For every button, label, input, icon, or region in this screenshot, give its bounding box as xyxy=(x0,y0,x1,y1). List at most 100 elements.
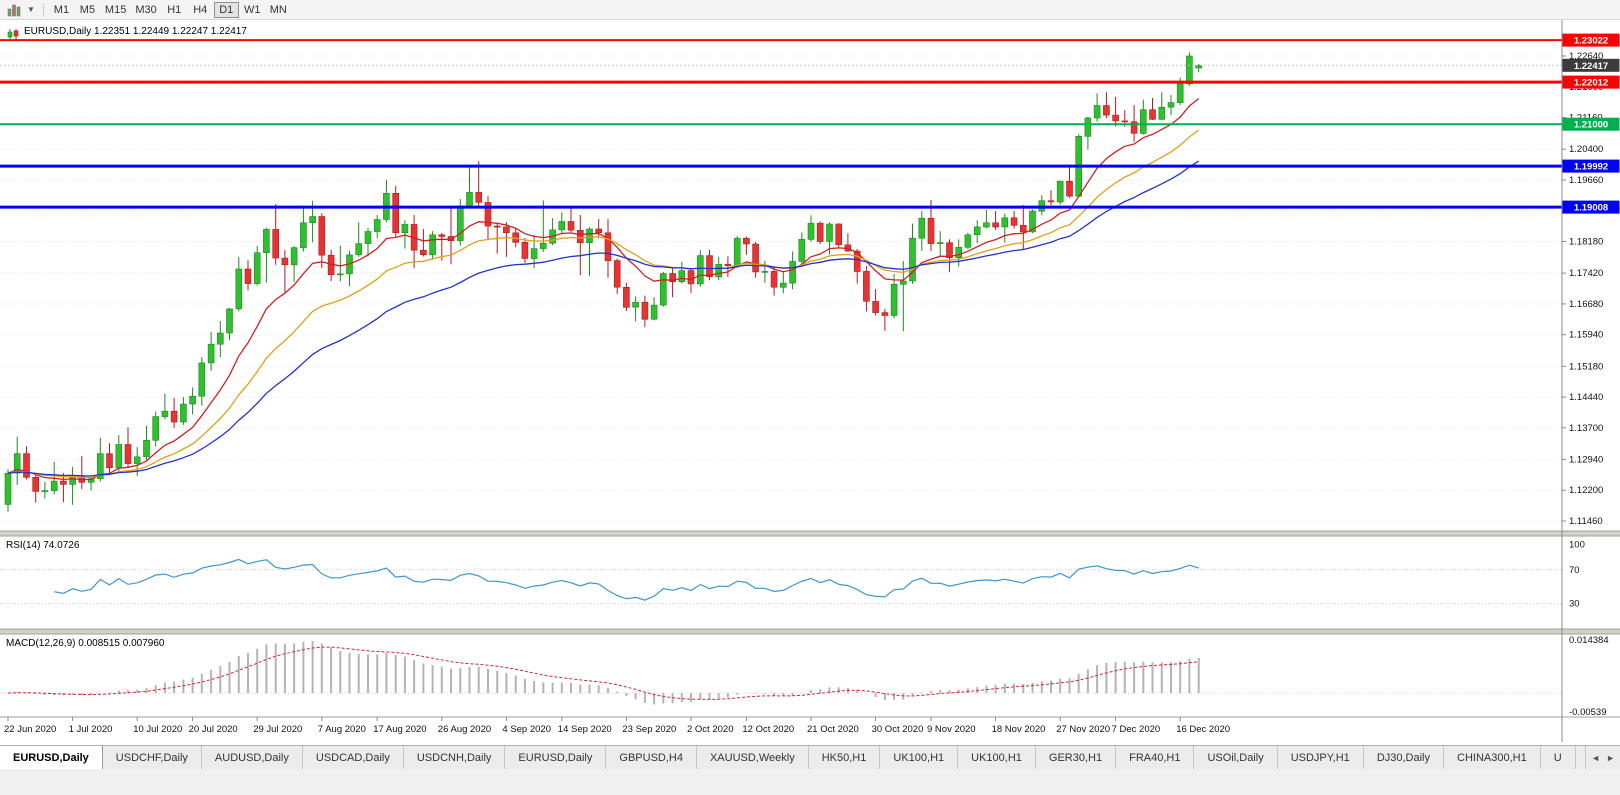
chart-tab-usdcnh-daily[interactable]: USDCNH,Daily xyxy=(403,746,506,769)
svg-text:9 Nov 2020: 9 Nov 2020 xyxy=(927,724,976,735)
svg-text:30: 30 xyxy=(1569,599,1580,610)
timeframe-button-w1[interactable]: W1 xyxy=(243,3,261,16)
chart-dropdown-caret-icon[interactable]: ▼ xyxy=(27,5,35,14)
svg-text:1.11460: 1.11460 xyxy=(1569,516,1603,527)
chart-tab-hk50-h1[interactable]: HK50,H1 xyxy=(808,746,881,769)
timeframe-button-h1[interactable]: H1 xyxy=(167,3,182,16)
timeframe-button-m30[interactable]: M30 xyxy=(135,3,157,16)
svg-text:10 Jul 2020: 10 Jul 2020 xyxy=(133,724,182,735)
ma-slow-line xyxy=(7,160,1200,477)
timeframe-button-m15[interactable]: M15 xyxy=(104,3,127,16)
rsi-pane xyxy=(0,558,1562,605)
pane-splitters[interactable] xyxy=(0,530,1620,718)
price-badge-1.19992: 1.19992 xyxy=(1562,159,1620,173)
svg-text:1.23022: 1.23022 xyxy=(1574,36,1608,47)
svg-text:27 Nov 2020: 27 Nov 2020 xyxy=(1056,724,1110,735)
timeframe-button-m5[interactable]: M5 xyxy=(79,3,96,16)
timeframe-button-d1[interactable]: D1 xyxy=(213,1,239,18)
svg-text:30 Oct 2020: 30 Oct 2020 xyxy=(872,724,924,735)
price-grid xyxy=(0,55,1562,522)
svg-text:100: 100 xyxy=(1569,540,1585,551)
timeframe-toolbar: M1 M5 M15 M30 H1 H4 D1 W1 MN xyxy=(49,1,291,18)
svg-text:1.16680: 1.16680 xyxy=(1569,299,1603,310)
svg-text:17 Aug 2020: 17 Aug 2020 xyxy=(373,724,426,735)
chart-icon[interactable] xyxy=(4,3,24,17)
rsi-indicator-label: RSI(14) 74.0726 xyxy=(6,540,80,551)
date-axis: 22 Jun 2020 1 Jul 2020 10 Jul 2020 20 Jul 2… xyxy=(4,717,1230,735)
ma-fast-line xyxy=(7,98,1200,481)
chart-window[interactable]: 1.226401.219001.211601.204001.196601.189… xyxy=(0,20,1620,745)
chart-tab-eurusd-daily[interactable]: EURUSD,Daily xyxy=(505,746,607,769)
chart-tab-gbpusd-h4[interactable]: GBPUSD,H4 xyxy=(606,746,697,769)
svg-text:1.22417: 1.22417 xyxy=(1574,61,1608,72)
timeframe-button-m1[interactable]: M1 xyxy=(53,3,70,16)
chart-tab-fra40-h1[interactable]: FRA40,H1 xyxy=(1116,746,1195,769)
chart-tab-dj30-daily[interactable]: DJ30,Daily xyxy=(1363,746,1444,769)
tab-scroll-right-icon[interactable]: ► xyxy=(1606,752,1615,763)
svg-text:20 Jul 2020: 20 Jul 2020 xyxy=(189,724,238,735)
svg-text:70: 70 xyxy=(1569,565,1580,576)
chart-title: EURUSD,Daily 1.22351 1.22449 1.22247 1.2… xyxy=(24,26,247,37)
svg-text:7 Aug 2020: 7 Aug 2020 xyxy=(318,724,366,735)
svg-text:22 Jun 2020: 22 Jun 2020 xyxy=(4,724,56,735)
timeframe-button-h4[interactable]: H4 xyxy=(193,3,208,16)
candles-layer xyxy=(4,52,1202,512)
chart-tab-usdchf-daily[interactable]: USDCHF,Daily xyxy=(102,746,202,769)
svg-text:1.22640: 1.22640 xyxy=(1569,51,1603,62)
svg-text:-0.00539: -0.00539 xyxy=(1569,707,1607,718)
svg-text:1.13700: 1.13700 xyxy=(1569,423,1603,434)
svg-text:1.19660: 1.19660 xyxy=(1569,175,1603,186)
svg-text:1.18180: 1.18180 xyxy=(1569,237,1603,248)
svg-text:7 Dec 2020: 7 Dec 2020 xyxy=(1112,724,1161,735)
current-price-badge: 1.22417 xyxy=(1562,58,1620,72)
chart-tab-xauusd-weekly[interactable]: XAUUSD,Weekly xyxy=(696,746,809,769)
toolbar-separator xyxy=(42,2,44,17)
chart-symbol-icon xyxy=(7,27,19,45)
toolbar: ▼ M1 M5 M15 M30 H1 H4 D1 W1 MN xyxy=(0,0,1620,20)
chart-tab-ger30-h1[interactable]: GER30,H1 xyxy=(1035,746,1117,769)
svg-text:1.15180: 1.15180 xyxy=(1569,361,1603,372)
price-badge-1.21000: 1.21000 xyxy=(1562,117,1620,131)
ma-mid-line xyxy=(7,129,1200,479)
chart-tab-u[interactable]: U xyxy=(1540,746,1576,769)
chart-tab-usoil-daily[interactable]: USOil,Daily xyxy=(1194,746,1278,769)
svg-text:1.15940: 1.15940 xyxy=(1569,330,1603,341)
svg-text:29 Jul 2020: 29 Jul 2020 xyxy=(253,724,302,735)
svg-text:1.20400: 1.20400 xyxy=(1569,144,1603,155)
tab-scroll-arrows: ◄ ► xyxy=(1585,746,1620,769)
chart-tab-audusd-daily[interactable]: AUDUSD,Daily xyxy=(201,746,303,769)
svg-text:4 Sep 2020: 4 Sep 2020 xyxy=(502,724,551,735)
chart-tab-usdjpy-h1[interactable]: USDJPY,H1 xyxy=(1277,746,1364,769)
svg-text:16 Dec 2020: 16 Dec 2020 xyxy=(1176,724,1230,735)
chart-tab-china300-h1[interactable]: CHINA300,H1 xyxy=(1444,746,1541,769)
svg-text:12 Oct 2020: 12 Oct 2020 xyxy=(742,724,794,735)
chart-tab-uk100-h1[interactable]: UK100,H1 xyxy=(880,746,959,769)
tab-scroll-left-icon[interactable]: ◄ xyxy=(1591,752,1601,763)
svg-text:26 Aug 2020: 26 Aug 2020 xyxy=(438,724,491,735)
chart-tab-usdcad-daily[interactable]: USDCAD,Daily xyxy=(302,746,404,769)
timeframe-button-mn[interactable]: MN xyxy=(269,3,287,16)
svg-text:18 Nov 2020: 18 Nov 2020 xyxy=(992,724,1046,735)
svg-text:1.12200: 1.12200 xyxy=(1569,485,1603,496)
chart-tab-uk100-h1[interactable]: UK100,H1 xyxy=(958,746,1036,769)
svg-text:1.19008: 1.19008 xyxy=(1574,203,1608,214)
svg-text:1.14440: 1.14440 xyxy=(1569,392,1603,403)
chart-tabbar: EURUSD,Daily USDCHF,Daily AUDUSD,Daily USDC… xyxy=(0,745,1620,769)
svg-text:14 Sep 2020: 14 Sep 2020 xyxy=(558,724,612,735)
svg-text:1.17420: 1.17420 xyxy=(1569,268,1603,279)
svg-text:21 Oct 2020: 21 Oct 2020 xyxy=(807,724,859,735)
status-bar xyxy=(0,769,1620,795)
svg-text:1.12940: 1.12940 xyxy=(1569,454,1603,465)
price-badge-1.22012: 1.22012 xyxy=(1562,75,1620,89)
chart-tab-eurusd-daily[interactable]: EURUSD,Daily xyxy=(0,746,103,769)
indicator-axis-labels: 100 70 30 0.014384 -0.00539 xyxy=(1569,540,1609,719)
chart-background xyxy=(0,20,1620,745)
price-badge-1.19008: 1.19008 xyxy=(1562,200,1620,214)
chart-canvas[interactable]: 1.226401.219001.211601.204001.196601.189… xyxy=(0,20,1620,745)
svg-text:1.22012: 1.22012 xyxy=(1574,78,1608,89)
svg-text:0.014384: 0.014384 xyxy=(1569,635,1609,646)
svg-text:1.21000: 1.21000 xyxy=(1574,120,1608,131)
macd-indicator-label: MACD(12,26,9) 0.008515 0.007960 xyxy=(6,638,165,649)
svg-text:1.19992: 1.19992 xyxy=(1574,162,1608,173)
